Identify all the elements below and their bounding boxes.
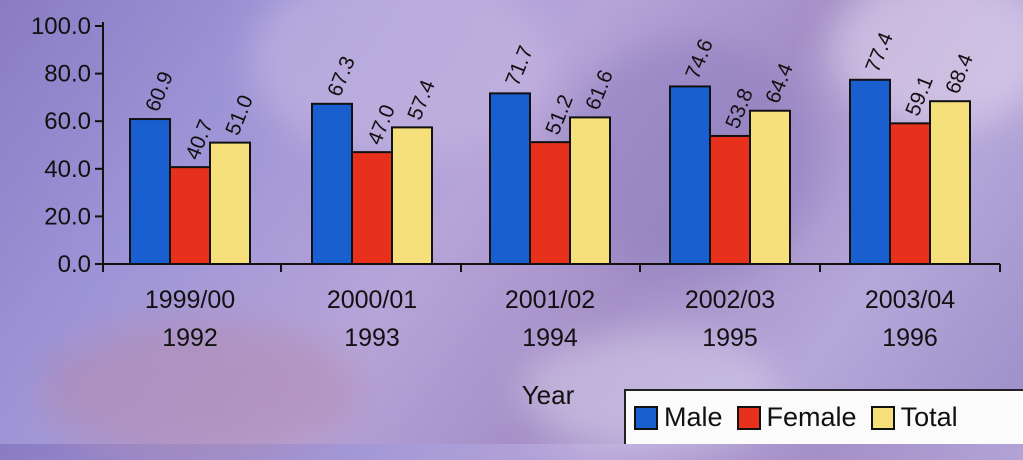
bar-female (889, 122, 931, 266)
bar-male (489, 92, 531, 265)
data-label: 57.4 (403, 76, 440, 123)
legend-swatch-male (634, 405, 658, 430)
legend-item-total: Total (870, 402, 958, 433)
legend-label-male: Male (664, 402, 723, 432)
legend: Male Female Total (624, 389, 1023, 444)
bar-chart: 0.020.040.060.080.0100.060.940.751.01999… (31, 13, 1001, 410)
x-axis-title: Year (522, 380, 575, 410)
bar-female (709, 134, 751, 265)
x-tick-label: 2002/03 (685, 286, 775, 314)
x-tick-label: 1995 (702, 324, 758, 352)
x-tick-label: 2001/02 (505, 286, 595, 314)
bar-total (569, 116, 611, 265)
legend-item-female: Female (736, 402, 857, 433)
x-tick-label: 1992 (162, 324, 218, 352)
legend-label-female: Female (766, 402, 857, 432)
bar-female (169, 166, 211, 265)
x-tick-label: 2000/01 (327, 286, 417, 314)
bar-total (391, 126, 433, 265)
bar-total (749, 109, 791, 265)
data-label: 77.4 (861, 29, 898, 76)
legend-item-male: Male (634, 402, 723, 433)
bar-total (929, 100, 971, 266)
y-tick-label: 60.0 (44, 108, 91, 135)
legend-swatch-female (736, 405, 761, 430)
bar-female (351, 151, 393, 265)
y-tick-label: 100.0 (31, 13, 91, 40)
data-label: 60.9 (141, 68, 178, 115)
bar-female (529, 141, 571, 265)
data-label: 67.3 (323, 53, 360, 100)
background-blur (40, 320, 360, 460)
bar-male (129, 118, 171, 265)
data-label: 68.4 (941, 50, 978, 97)
bar-male (669, 85, 711, 266)
bar-male (849, 78, 891, 266)
data-label: 64.4 (761, 60, 798, 107)
data-label: 51.0 (221, 92, 258, 139)
bar-male (311, 102, 353, 265)
y-tick-label: 0.0 (58, 251, 91, 278)
x-tick-label: 2003/04 (865, 286, 955, 314)
x-tick-label: 1993 (344, 324, 400, 352)
x-tick-label: 1999/00 (145, 286, 235, 314)
legend-swatch-total (870, 405, 895, 430)
y-tick-label: 40.0 (44, 156, 91, 183)
y-tick-label: 80.0 (44, 61, 91, 88)
data-label: 71.7 (501, 43, 538, 90)
legend-label-total: Total (900, 402, 958, 432)
data-label: 74.6 (681, 36, 718, 83)
x-tick-label: 1996 (882, 324, 938, 352)
y-tick-label: 20.0 (44, 203, 91, 230)
bar-total (209, 141, 251, 265)
x-tick-label: 1994 (522, 324, 578, 352)
data-label: 61.6 (581, 67, 618, 114)
